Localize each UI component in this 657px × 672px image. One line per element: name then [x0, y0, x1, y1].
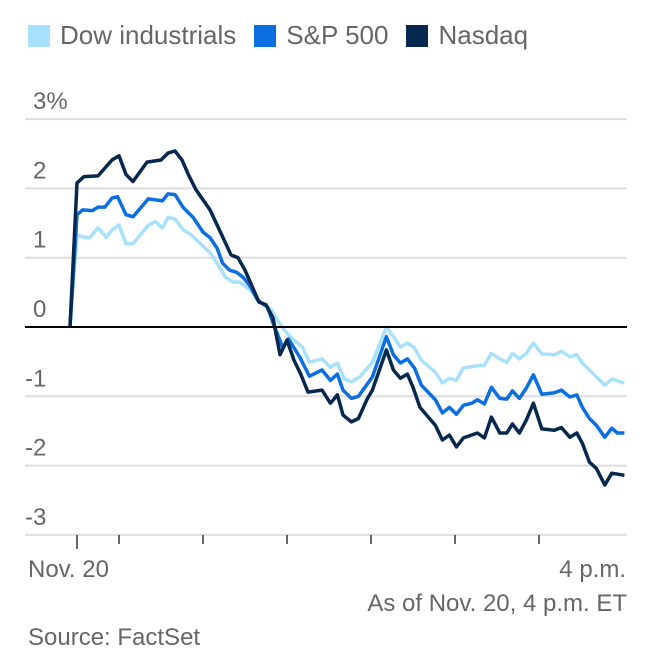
legend-label-dow: Dow industrials [60, 20, 237, 50]
y-tick-label: -1 [25, 365, 46, 392]
y-tick-label: 0 [33, 296, 46, 323]
legend-item-dow: Dow industrials [28, 20, 236, 51]
legend-item-sp500: S&P 500 [254, 20, 388, 51]
y-tick-label: -3 [25, 504, 46, 531]
series-line-nasdaq [68, 149, 625, 487]
line-chart: 3% 2 1 0 -1 -2 -3 Nov. 20 4 p.m. [25, 88, 627, 583]
legend-item-nasdaq: Nasdaq [406, 20, 528, 51]
legend-label-nasdaq: Nasdaq [438, 20, 529, 50]
legend-swatch-nasdaq [406, 24, 429, 47]
legend-swatch-sp500 [254, 24, 277, 47]
as-of-note: As of Nov. 20, 4 p.m. ET [367, 590, 627, 617]
chart-legend: Dow industrials S&P 500 Nasdaq [28, 20, 528, 51]
legend-swatch-dow [28, 24, 50, 47]
x-tick-label: 4 p.m. [559, 556, 626, 583]
x-tick-label: Nov. 20 [28, 556, 109, 583]
source-note: Source: FactSet [28, 624, 201, 651]
y-tick-label: -2 [25, 435, 46, 462]
series-line-dow-industrials [68, 215, 625, 387]
legend-label-sp500: S&P 500 [286, 20, 389, 50]
series-line-s-p-500 [68, 192, 625, 439]
y-tick-label: 2 [33, 157, 46, 184]
y-tick-label: 3% [33, 88, 68, 115]
y-tick-label: 1 [33, 227, 46, 254]
